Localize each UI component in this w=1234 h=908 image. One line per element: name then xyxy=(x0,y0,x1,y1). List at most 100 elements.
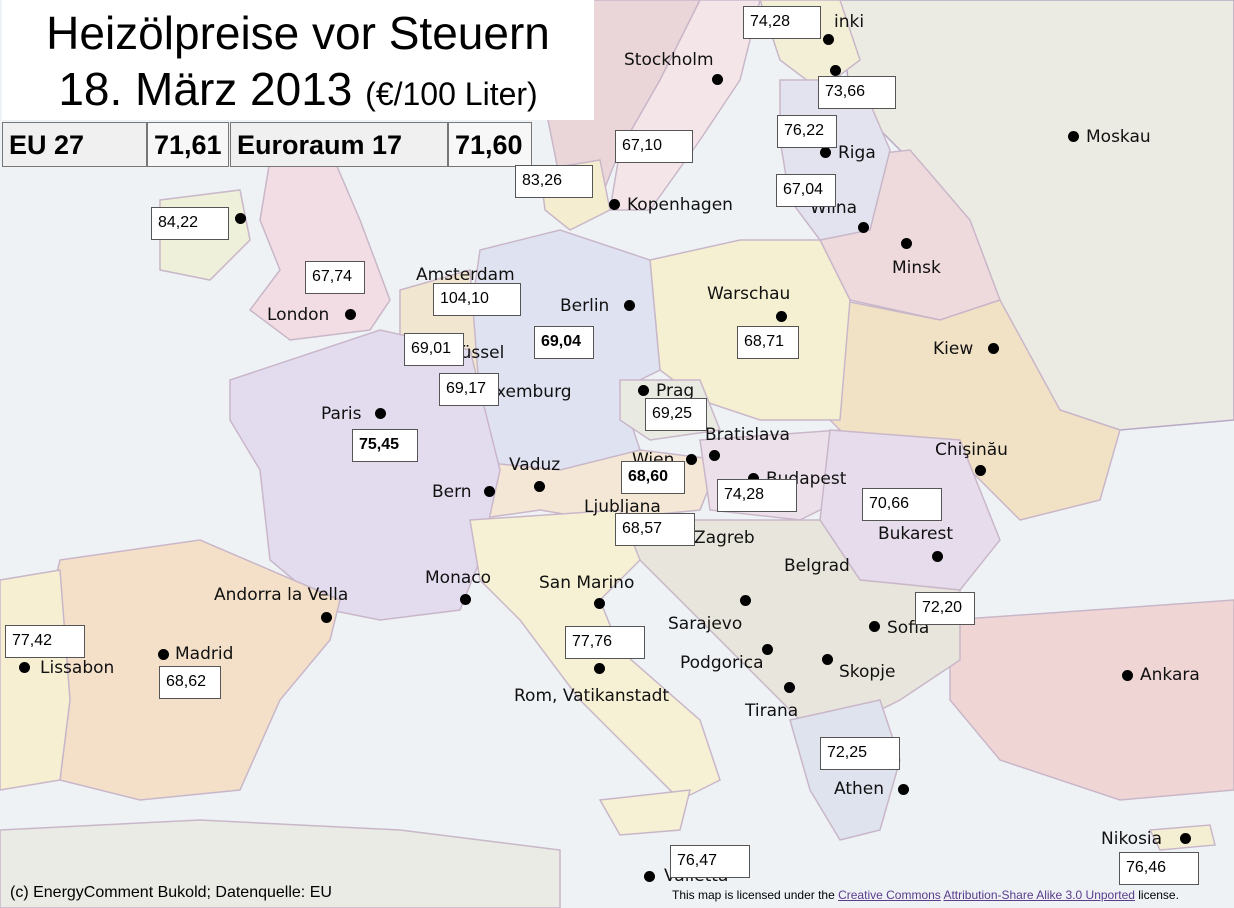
city-label-kopenhagen: Kopenhagen xyxy=(627,195,733,215)
city-dot-warschau xyxy=(776,311,787,322)
city-label-moskau: Moskau xyxy=(1086,127,1151,147)
city-label-nikosia: Nikosia xyxy=(1101,829,1163,849)
city-dot-budapest xyxy=(748,473,759,484)
city-label-riga: Riga xyxy=(838,143,876,163)
license-prefix: This map is licensed under the xyxy=(672,888,839,902)
price-box-ireland: 84,22 xyxy=(151,207,229,240)
price-box-finland: 74,28 xyxy=(743,6,821,39)
price-box-slovenia: 68,57 xyxy=(615,513,695,546)
city-dot-bukarest xyxy=(932,551,943,562)
city-dot-sarajevo xyxy=(740,595,751,606)
price-box-czechia: 69,25 xyxy=(645,398,707,431)
city-label-bern: Bern xyxy=(432,482,472,502)
city-label-lissabon: Lissabon xyxy=(40,658,115,678)
city-label-belgrad: Belgrad xyxy=(784,556,850,576)
map-unit: (€/100 Liter) xyxy=(365,76,538,112)
city-label-ankara: Ankara xyxy=(1140,665,1200,685)
city-label-madrid: Madrid xyxy=(175,644,234,664)
city-label-bukarest: Bukarest xyxy=(878,524,953,544)
city-dot-nikosia xyxy=(1180,833,1191,844)
price-box-romania: 70,66 xyxy=(862,488,942,521)
city-dot-ankara xyxy=(1122,670,1133,681)
price-box-estonia: 73,66 xyxy=(818,76,896,109)
city-dot-lissabon xyxy=(19,662,30,673)
average-label: EU 27 xyxy=(2,122,147,167)
city-dot-riga xyxy=(820,147,831,158)
price-box-france: 75,45 xyxy=(352,429,418,462)
city-dot-rom xyxy=(594,663,605,674)
city-dot-andorra xyxy=(321,612,332,623)
city-dot-berlin xyxy=(624,300,635,311)
city-label-sanmarino: San Marino xyxy=(539,573,635,593)
city-dot-moskau xyxy=(1068,131,1079,142)
land-africa xyxy=(0,819,561,908)
city-dot-sanmarino xyxy=(594,598,605,609)
map-date: 18. März 2013 xyxy=(58,63,353,115)
license-link-by-sa[interactable]: Attribution-Share Alike 3.0 Unported xyxy=(943,888,1135,902)
city-label-podgorica: Podgorica xyxy=(680,653,764,673)
city-dot-bratislava xyxy=(709,450,720,461)
city-label-luxemburg: Luxemburg xyxy=(476,382,572,402)
city-label-rom: Rom, Vatikanstadt xyxy=(514,686,670,706)
city-label-kiew: Kiew xyxy=(933,339,974,359)
average-value: 71,61 xyxy=(147,122,229,167)
price-box-luxembourg: 69,17 xyxy=(439,373,499,406)
city-label-prag: Prag xyxy=(656,381,695,401)
city-label-sarajevo: Sarajevo xyxy=(668,614,743,634)
price-box-netherlands: 104,10 xyxy=(433,283,521,316)
city-label-amsterdam: Amsterdam xyxy=(416,265,515,285)
city-label-tirana: Tirana xyxy=(745,701,799,721)
city-label-skopje: Skopje xyxy=(839,662,896,682)
price-box-poland: 68,71 xyxy=(737,326,799,359)
price-box-cyprus: 76,46 xyxy=(1119,852,1199,885)
land-greece xyxy=(789,699,901,841)
city-label-monaco: Monaco xyxy=(425,568,492,588)
average-label: Euroraum 17 xyxy=(230,122,448,167)
city-label-zagreb: Zagreb xyxy=(694,528,755,548)
city-dot-sofia xyxy=(869,621,880,632)
city-dot-tallinn xyxy=(830,65,841,76)
price-box-austria: 68,60 xyxy=(621,461,685,494)
price-box-bulgaria: 72,20 xyxy=(915,592,975,625)
price-box-sweden: 67,10 xyxy=(615,130,693,163)
source-credit: (c) EnergyComment Bukold; Datenquelle: E… xyxy=(10,884,332,901)
price-box-lithuania: 67,04 xyxy=(776,174,836,207)
city-dot-tirana xyxy=(784,682,795,693)
city-label-london: London xyxy=(267,305,330,325)
city-dot-paris xyxy=(375,408,386,419)
price-box-portugal: 77,42 xyxy=(5,625,85,658)
city-dot-athen xyxy=(898,784,909,795)
price-box-greece: 72,25 xyxy=(820,737,900,770)
city-label-vaduz: Vaduz xyxy=(509,455,561,475)
title-box: Heizölpreise vor Steuern 18. März 2013 (… xyxy=(2,0,594,120)
city-label-stockholm: Stockholm xyxy=(624,50,714,70)
city-dot-valletta xyxy=(644,871,655,882)
price-box-malta: 76,47 xyxy=(670,845,750,878)
city-dot-stockholm xyxy=(712,74,723,85)
city-dot-minsk xyxy=(901,238,912,249)
price-box-hungary: 74,28 xyxy=(717,479,797,512)
land-turkey xyxy=(949,599,1234,801)
license-link-cc[interactable]: Creative Commons xyxy=(838,888,941,902)
license-notice: This map is licensed under the Creative … xyxy=(672,888,1179,902)
city-dot-kiew xyxy=(988,343,999,354)
city-label-bratislava: Bratislava xyxy=(705,425,790,445)
price-box-latvia: 76,22 xyxy=(777,115,837,148)
city-label-berlin: Berlin xyxy=(560,296,610,316)
city-label-chisinau: Chişinău xyxy=(935,440,1008,460)
city-dot-madrid xyxy=(158,649,169,660)
city-dot-monaco xyxy=(460,594,471,605)
city-label-warschau: Warschau xyxy=(707,284,791,304)
map-title: Heizölpreise vor Steuern xyxy=(46,7,550,59)
land-portugal xyxy=(0,569,71,791)
city-dot-prag xyxy=(638,385,649,396)
price-box-italy: 77,76 xyxy=(565,626,645,659)
city-label-andorra: Andorra la Vella xyxy=(214,585,349,605)
price-box-germany: 69,04 xyxy=(534,326,594,359)
city-dot-chisinau xyxy=(975,465,986,476)
price-box-spain: 68,62 xyxy=(159,666,221,699)
price-box-uk: 67,74 xyxy=(305,261,365,294)
average-euroraum17: Euroraum 17 71,60 xyxy=(230,122,532,169)
land-sicily xyxy=(598,789,691,836)
city-dot-helsinki xyxy=(823,34,834,45)
